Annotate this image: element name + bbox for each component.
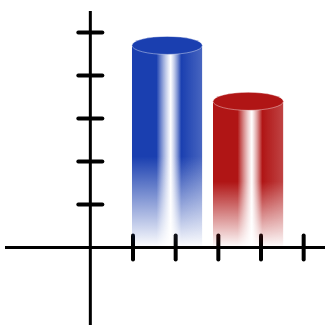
chart: [0, 0, 330, 333]
bar: [132, 36, 202, 247]
bar-body: [213, 101, 283, 247]
bar: [213, 92, 283, 247]
y-tick: [78, 160, 102, 164]
bar-top: [213, 92, 283, 110]
x-tick: [302, 236, 306, 260]
bar-top: [132, 36, 202, 54]
y-tick: [78, 117, 102, 121]
y-tick: [78, 74, 102, 78]
bar-body: [132, 45, 202, 247]
y-tick: [78, 203, 102, 207]
bars: [132, 36, 283, 247]
y-tick: [78, 31, 102, 35]
y-axis: [89, 11, 92, 325]
